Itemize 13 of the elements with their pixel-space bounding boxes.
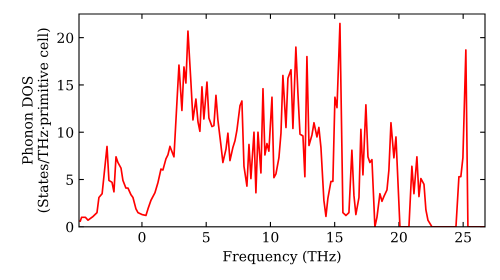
x-tick-label: 15: [328, 232, 342, 242]
x-tick-label: 10: [263, 232, 278, 242]
x-tick-label: 20: [391, 232, 407, 242]
x-tick-label: 0: [138, 232, 146, 242]
y-axis-title: Phonon DOS (States/THz·primitive cell): [22, 28, 51, 212]
y-tick-label: 10: [58, 127, 74, 138]
y-tick-label: 0: [66, 222, 74, 232]
y-tick-label: 5: [66, 174, 74, 185]
x-axis-title: Frequency (THz): [223, 250, 340, 264]
x-tick-label: 5: [202, 232, 210, 242]
y-tick-label: 20: [57, 32, 74, 44]
x-tick-label: 25: [455, 232, 471, 242]
y-tick-label: 15: [58, 80, 74, 90]
